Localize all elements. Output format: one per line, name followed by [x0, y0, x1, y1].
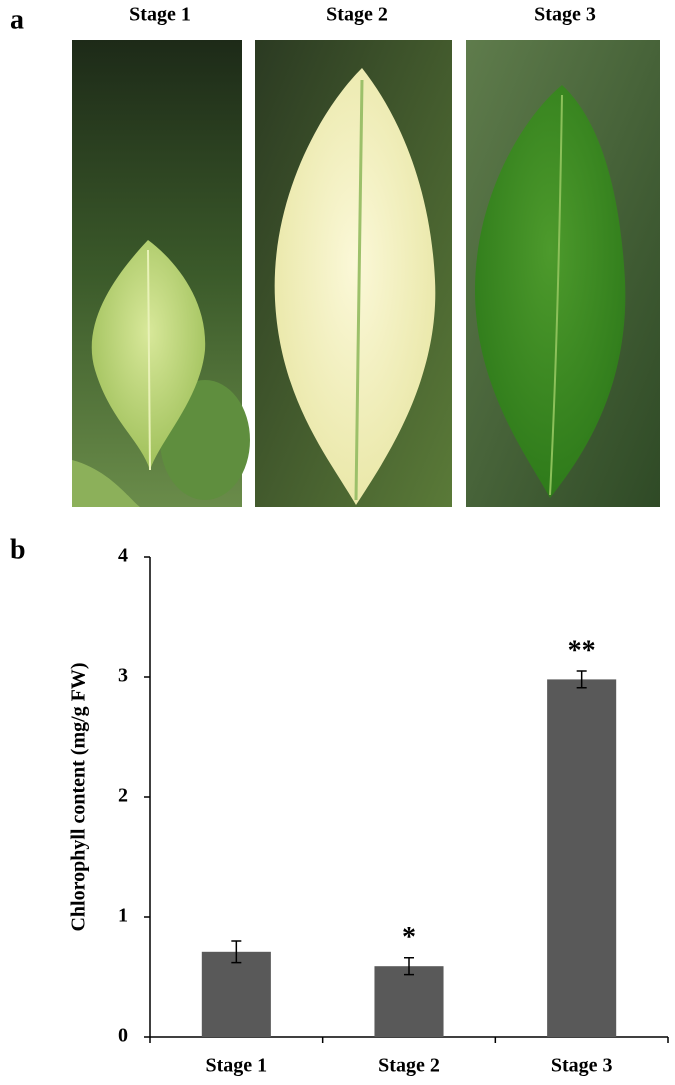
panel-label: b: [10, 534, 26, 565]
y-tick-label: 4: [118, 545, 128, 567]
significance-label: *: [402, 922, 416, 953]
photo-stage-3: [466, 40, 660, 507]
y-tick-label: 1: [118, 905, 128, 927]
photo-stage-2: [255, 40, 452, 507]
y-tick-label: 3: [118, 665, 128, 687]
x-tick-label: Stage 1: [205, 1055, 267, 1077]
bar: [201, 951, 271, 1037]
y-axis-label: Chlorophyll content (mg/g FW): [68, 662, 90, 931]
significance-label: **: [568, 635, 596, 666]
photo-stage-1: [72, 40, 250, 507]
x-tick-label: Stage 2: [378, 1055, 440, 1077]
x-tick-label: Stage 3: [551, 1055, 613, 1077]
photo-label: Stage 2: [326, 4, 388, 26]
bar: [374, 966, 444, 1037]
y-tick-label: 2: [118, 785, 128, 807]
error-bar: [231, 940, 242, 964]
panel-label: a: [10, 4, 24, 35]
error-bar: [576, 670, 587, 689]
bar: [547, 679, 617, 1037]
y-tick-label: 0: [118, 1025, 128, 1047]
photo-label: Stage 3: [534, 4, 596, 26]
photo-label: Stage 1: [129, 4, 191, 26]
error-bar: [404, 957, 414, 976]
